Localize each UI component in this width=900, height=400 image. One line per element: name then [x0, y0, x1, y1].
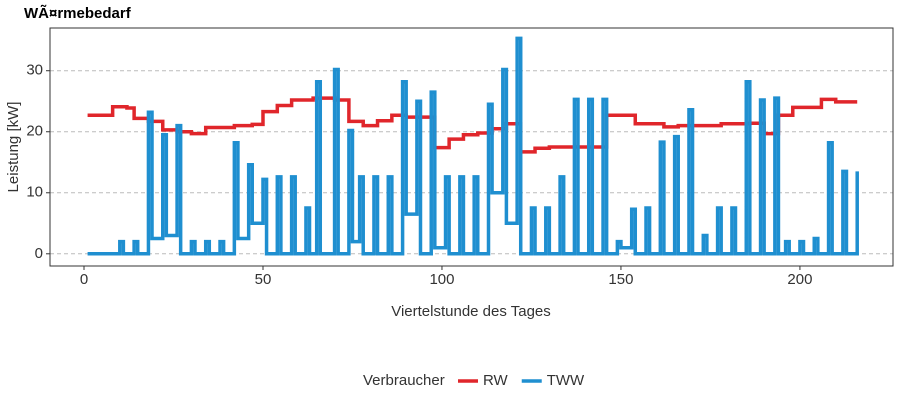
chart-title: WÃ¤rmebedarf [24, 4, 132, 22]
x-tick-label: 150 [608, 271, 633, 288]
x-tick-label: 0 [80, 271, 88, 288]
y-axis-title: Leistung [kW] [5, 102, 22, 193]
x-tick-label: 200 [787, 271, 812, 288]
series-line [87, 96, 858, 154]
legend-label: RW [483, 372, 509, 389]
legend-label: TWW [547, 372, 585, 389]
x-axis-title: Viertelstunde des Tages [391, 303, 551, 320]
plot-border [49, 27, 894, 267]
y-tick-label: 30 [26, 62, 43, 79]
legend-title: Verbraucher [363, 372, 445, 389]
x-tick-label: 100 [429, 271, 454, 288]
y-tick-label: 0 [35, 245, 43, 262]
series-line [87, 36, 859, 256]
y-tick-label: 10 [26, 184, 43, 201]
y-tick-label: 20 [26, 123, 43, 140]
x-tick-label: 50 [255, 271, 272, 288]
